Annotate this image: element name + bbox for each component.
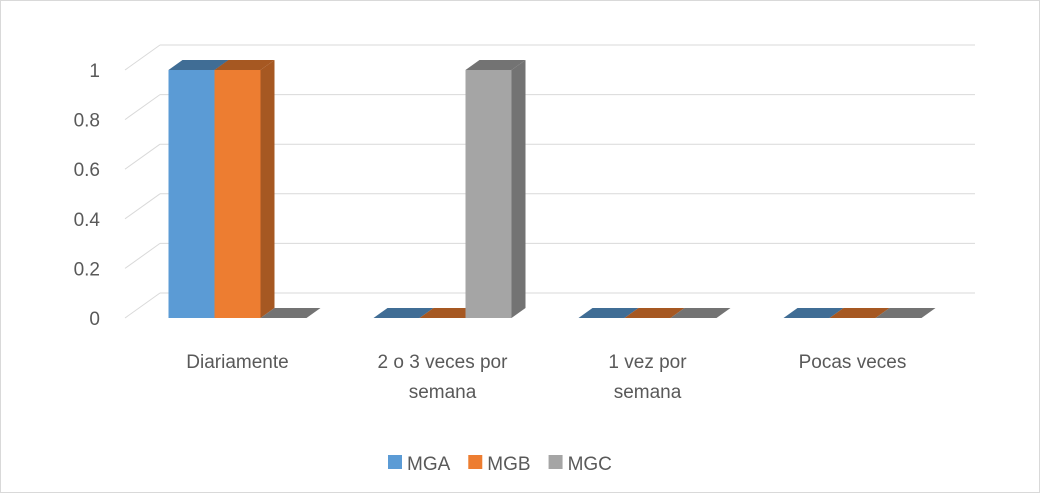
bar: [373, 308, 434, 318]
y-tick-label: 0.4: [74, 210, 101, 231]
bar-top: [783, 308, 844, 318]
bar-front: [465, 70, 512, 318]
bar: [670, 308, 731, 318]
y-tick-label: 0.2: [74, 259, 100, 280]
grid-line: [124, 44, 161, 71]
legend-label: MGB: [487, 454, 530, 475]
bar-side: [511, 60, 526, 318]
bar-side: [260, 60, 275, 318]
bar: [875, 308, 936, 318]
bar-top: [875, 308, 936, 318]
bar: [624, 308, 685, 318]
bar-top: [578, 308, 639, 318]
grid-line: [124, 94, 161, 121]
legend-swatch: [388, 455, 402, 469]
grid-line: [124, 193, 161, 220]
y-tick-label: 0.6: [74, 160, 100, 181]
grid-line: [124, 292, 161, 319]
bar-front: [214, 70, 261, 318]
bar: [419, 308, 480, 318]
bar-top: [214, 60, 275, 70]
bar-top: [260, 308, 321, 318]
bar-front: [168, 70, 215, 318]
grid-line: [124, 242, 161, 269]
legend-label: MGA: [407, 454, 451, 475]
x-tick-label: Pocas veces: [799, 352, 907, 373]
y-tick-label: 0: [89, 309, 100, 330]
legend-swatch: [548, 455, 563, 469]
legend-label: MGC: [568, 454, 612, 475]
bar-top: [168, 60, 229, 70]
bar-top: [419, 308, 480, 318]
bar: [214, 60, 275, 318]
y-tick-label: 1: [89, 61, 100, 82]
bar-top: [624, 308, 685, 318]
bar-top: [670, 308, 731, 318]
bar-top: [829, 308, 890, 318]
bar: [829, 308, 890, 318]
bar: [578, 308, 639, 318]
y-tick-label: 0.8: [74, 111, 100, 132]
legend-swatch: [468, 455, 483, 469]
x-tick-label: 2 o 3 veces por semana: [378, 352, 509, 403]
bar: [465, 60, 526, 318]
bar: [783, 308, 844, 318]
grid-line: [124, 143, 161, 170]
bar-top: [465, 60, 526, 70]
x-tick-label: Diariamente: [186, 352, 288, 373]
bar-top: [373, 308, 434, 318]
x-tick-label: 1 vez por semana: [608, 352, 687, 403]
bar: [260, 308, 321, 318]
